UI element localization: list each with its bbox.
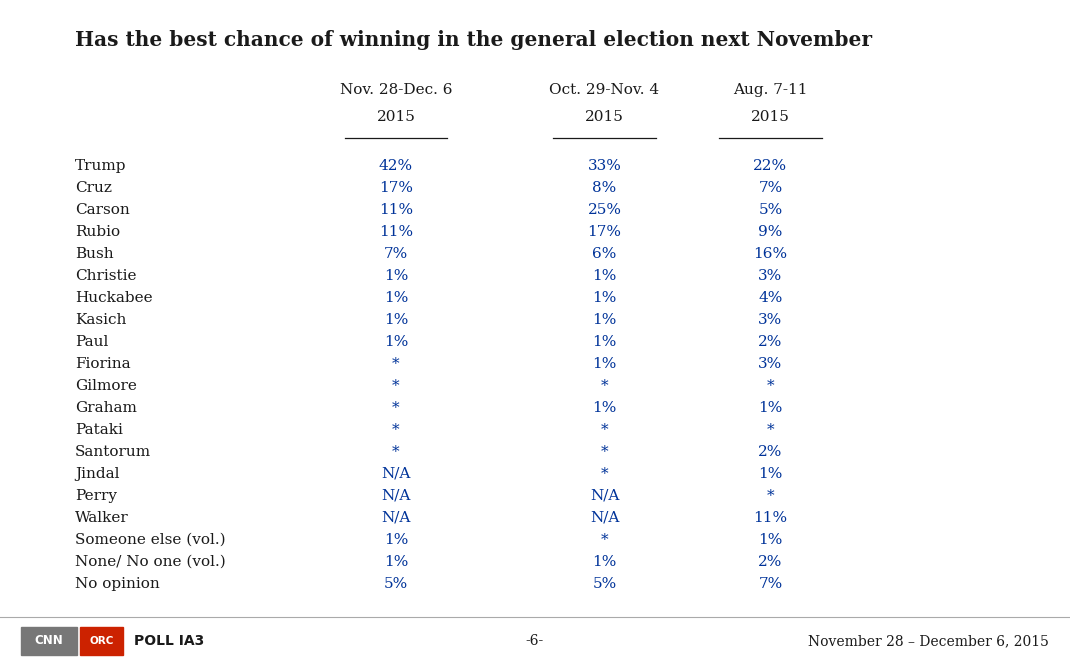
Text: 3%: 3% xyxy=(759,357,782,371)
Text: 5%: 5% xyxy=(384,577,408,591)
Text: 1%: 1% xyxy=(593,401,616,415)
Text: 17%: 17% xyxy=(379,181,413,195)
Text: Santorum: Santorum xyxy=(75,445,151,459)
Text: Bush: Bush xyxy=(75,247,113,261)
Text: Nov. 28-Dec. 6: Nov. 28-Dec. 6 xyxy=(339,83,453,97)
Text: N/A: N/A xyxy=(590,489,620,503)
Text: 1%: 1% xyxy=(593,291,616,305)
Text: ORC: ORC xyxy=(90,636,113,646)
FancyBboxPatch shape xyxy=(21,627,77,655)
Text: *: * xyxy=(766,379,775,393)
Text: 1%: 1% xyxy=(384,269,408,283)
Text: 1%: 1% xyxy=(384,291,408,305)
Text: Rubio: Rubio xyxy=(75,225,120,239)
Text: 1%: 1% xyxy=(384,335,408,349)
Text: Someone else (vol.): Someone else (vol.) xyxy=(75,533,226,547)
Text: Trump: Trump xyxy=(75,159,126,173)
Text: 2015: 2015 xyxy=(585,110,624,124)
Text: 1%: 1% xyxy=(384,533,408,547)
Text: N/A: N/A xyxy=(381,467,411,481)
Text: 1%: 1% xyxy=(759,401,782,415)
Text: Has the best chance of winning in the general election next November: Has the best chance of winning in the ge… xyxy=(75,30,872,50)
Text: Perry: Perry xyxy=(75,489,117,503)
Text: 17%: 17% xyxy=(587,225,622,239)
Text: 1%: 1% xyxy=(593,357,616,371)
Text: *: * xyxy=(600,379,609,393)
Text: N/A: N/A xyxy=(381,489,411,503)
Text: *: * xyxy=(392,357,400,371)
Text: *: * xyxy=(392,423,400,437)
Text: 1%: 1% xyxy=(593,555,616,569)
Text: 2%: 2% xyxy=(759,445,782,459)
Text: *: * xyxy=(392,379,400,393)
Text: 11%: 11% xyxy=(379,225,413,239)
Text: 1%: 1% xyxy=(759,533,782,547)
Text: *: * xyxy=(392,401,400,415)
Text: None/ No one (vol.): None/ No one (vol.) xyxy=(75,555,226,569)
Text: No opinion: No opinion xyxy=(75,577,159,591)
Text: N/A: N/A xyxy=(590,511,620,525)
Text: November 28 – December 6, 2015: November 28 – December 6, 2015 xyxy=(808,634,1049,648)
Text: Pataki: Pataki xyxy=(75,423,123,437)
Text: *: * xyxy=(600,533,609,547)
FancyBboxPatch shape xyxy=(80,627,123,655)
Text: 3%: 3% xyxy=(759,269,782,283)
Text: *: * xyxy=(600,467,609,481)
Text: 33%: 33% xyxy=(587,159,622,173)
Text: 4%: 4% xyxy=(759,291,782,305)
Text: Fiorina: Fiorina xyxy=(75,357,131,371)
Text: Huckabee: Huckabee xyxy=(75,291,153,305)
Text: 25%: 25% xyxy=(587,203,622,217)
Text: 6%: 6% xyxy=(593,247,616,261)
Text: *: * xyxy=(600,445,609,459)
Text: Gilmore: Gilmore xyxy=(75,379,137,393)
Text: 1%: 1% xyxy=(384,555,408,569)
Text: -6-: -6- xyxy=(525,634,545,648)
Text: 2015: 2015 xyxy=(751,110,790,124)
Text: 1%: 1% xyxy=(759,467,782,481)
Text: 7%: 7% xyxy=(759,577,782,591)
Text: Graham: Graham xyxy=(75,401,137,415)
Text: *: * xyxy=(766,423,775,437)
Text: Paul: Paul xyxy=(75,335,108,349)
Text: 2%: 2% xyxy=(759,555,782,569)
Text: *: * xyxy=(392,445,400,459)
Text: 5%: 5% xyxy=(759,203,782,217)
Text: 42%: 42% xyxy=(379,159,413,173)
Text: POLL IA3: POLL IA3 xyxy=(134,634,204,648)
Text: 1%: 1% xyxy=(384,313,408,327)
Text: 22%: 22% xyxy=(753,159,788,173)
Text: 9%: 9% xyxy=(759,225,782,239)
Text: 1%: 1% xyxy=(593,269,616,283)
Text: 16%: 16% xyxy=(753,247,788,261)
Text: 2%: 2% xyxy=(759,335,782,349)
Text: 11%: 11% xyxy=(379,203,413,217)
Text: *: * xyxy=(766,489,775,503)
Text: Carson: Carson xyxy=(75,203,129,217)
Text: 1%: 1% xyxy=(593,313,616,327)
Text: Cruz: Cruz xyxy=(75,181,111,195)
Text: 5%: 5% xyxy=(593,577,616,591)
Text: 11%: 11% xyxy=(753,511,788,525)
Text: *: * xyxy=(600,423,609,437)
Text: Oct. 29-Nov. 4: Oct. 29-Nov. 4 xyxy=(550,83,659,97)
Text: 8%: 8% xyxy=(593,181,616,195)
Text: Walker: Walker xyxy=(75,511,128,525)
Text: 1%: 1% xyxy=(593,335,616,349)
Text: 7%: 7% xyxy=(759,181,782,195)
Text: Christie: Christie xyxy=(75,269,136,283)
Text: Jindal: Jindal xyxy=(75,467,120,481)
Text: 3%: 3% xyxy=(759,313,782,327)
Text: 2015: 2015 xyxy=(377,110,415,124)
Text: N/A: N/A xyxy=(381,511,411,525)
Text: CNN: CNN xyxy=(35,634,63,648)
Text: Aug. 7-11: Aug. 7-11 xyxy=(733,83,808,97)
Text: Kasich: Kasich xyxy=(75,313,126,327)
Text: 7%: 7% xyxy=(384,247,408,261)
